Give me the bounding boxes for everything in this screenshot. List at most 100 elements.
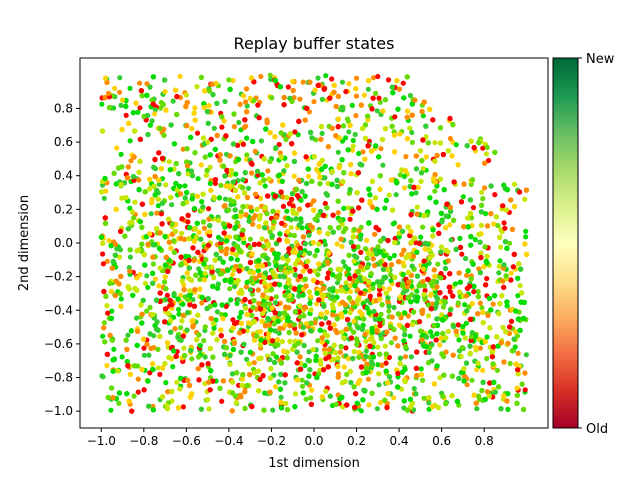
scatter-point [114,145,120,151]
scatter-point [118,102,124,108]
scatter-point [249,312,255,319]
scatter-point [374,108,380,114]
scatter-point [176,306,182,312]
scatter-point [474,406,480,412]
scatter-point [344,116,351,122]
scatter-point [383,360,389,366]
scatter-point [205,361,211,367]
scatter-point [443,247,449,253]
scatter-point [433,337,439,343]
scatter-point [497,258,503,264]
scatter-point [176,311,182,317]
scatter-point [397,172,403,178]
scatter-point [364,237,370,243]
scatter-point [391,252,397,259]
scatter-point [401,185,408,191]
scatter-point [101,320,107,326]
scatter-point [367,200,373,207]
scatter-point [241,239,247,246]
scatter-point [132,199,138,205]
scatter-point [315,75,321,81]
scatter-point [325,180,331,187]
scatter-point [339,243,345,249]
scatter-point [99,101,105,107]
scatter-point [505,406,511,412]
scatter-point [201,338,207,344]
scatter-point [376,95,382,101]
scatter-point [484,356,490,362]
scatter-point [231,283,238,290]
scatter-point [523,352,530,358]
scatter-point [135,109,141,115]
scatter-point [255,267,261,274]
scatter-point [323,73,329,79]
scatter-point [230,317,236,323]
scatter-point [370,281,376,287]
scatter-point [148,211,154,217]
scatter-point [483,211,489,217]
scatter-point [244,328,250,334]
scatter-point [187,302,193,308]
scatter-point [404,283,410,290]
scatter-point [423,154,429,160]
scatter-point [466,304,472,310]
scatter-point [433,199,439,205]
scatter-point [457,244,464,250]
scatter-point [244,135,250,141]
scatter-point [268,296,274,302]
scatter-point [325,144,331,150]
scatter-point [228,172,234,178]
scatter-point [199,300,205,306]
scatter-point [354,287,361,293]
scatter-point [305,202,311,208]
scatter-point [212,180,218,186]
scatter-point [464,382,470,388]
scatter-point [308,395,314,401]
scatter-point [387,255,393,261]
scatter-point [264,295,270,301]
scatter-point [372,195,379,201]
scatter-point [327,393,333,399]
scatter-point [125,175,131,181]
scatter-point [219,124,225,130]
scatter-point [404,322,410,328]
scatter-point [259,236,265,242]
scatter-point [447,222,453,228]
scatter-point [117,75,123,81]
scatter-point [125,332,131,338]
scatter-point [348,379,354,386]
scatter-point [297,96,303,102]
scatter-point [499,293,505,299]
scatter-point [106,238,112,244]
scatter-point [127,85,133,91]
scatter-point [426,400,432,406]
scatter-point [129,408,135,414]
scatter-point [497,244,504,250]
scatter-point [432,188,438,194]
scatter-point [502,225,508,231]
scatter-point [447,289,453,295]
scatter-point [151,164,157,170]
scatter-point [474,367,480,373]
scatter-point [484,334,490,340]
scatter-point [350,137,356,144]
scatter-point [282,380,288,386]
scatter-point [155,203,161,209]
scatter-point [341,364,347,370]
scatter-point [187,288,193,294]
scatter-point [131,393,137,399]
scatter-point [367,293,373,299]
scatter-point [272,384,279,390]
scatter-point [206,406,212,412]
scatter-point [278,405,285,411]
scatter-point [112,85,118,91]
scatter-point [382,205,388,211]
scatter-point [273,294,279,300]
scatter-point [343,135,349,141]
scatter-point [443,349,449,355]
scatter-point [276,330,282,336]
scatter-point [508,318,515,324]
scatter-point [401,173,407,179]
scatter-point [432,140,438,146]
scatter-point [239,290,245,296]
